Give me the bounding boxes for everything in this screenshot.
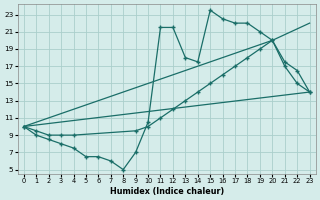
X-axis label: Humidex (Indice chaleur): Humidex (Indice chaleur) bbox=[109, 187, 224, 196]
